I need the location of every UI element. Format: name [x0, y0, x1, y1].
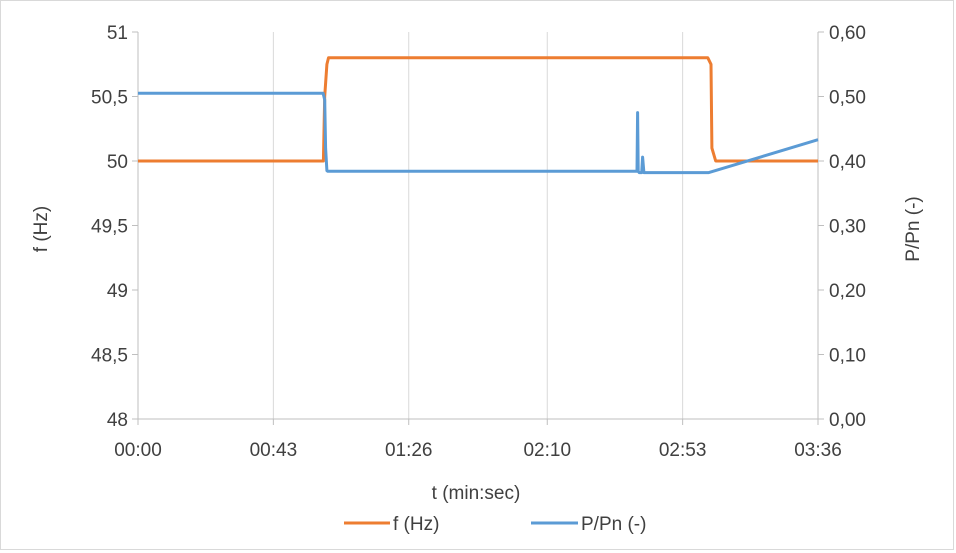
- gridlines: [272, 32, 819, 419]
- legend-label-power: P/Pn (-): [581, 514, 646, 535]
- y-tick-label-left: 48: [107, 410, 128, 431]
- x-tick-label: 03:36: [794, 440, 842, 461]
- legend: f (Hz) P/Pn (-): [344, 514, 646, 535]
- x-axis-title: t (min:sec): [432, 483, 521, 504]
- series-lines: [138, 56, 819, 175]
- y-tick-label-left: 50: [107, 152, 128, 173]
- x-tick-label: 01:26: [385, 440, 433, 461]
- x-tick-label: 02:10: [523, 440, 571, 461]
- y-tick-label-right: 0,00: [829, 410, 866, 431]
- y-tick-label-right: 0,10: [829, 346, 866, 367]
- tick-labels: 48 48,5 49 49,5 50 50,5 51 0,00 0,10 0,20 0,30 0,40…: [91, 23, 866, 461]
- y-tick-label-left: 48,5: [91, 346, 128, 367]
- x-tick-label: 00:43: [250, 440, 298, 461]
- y-tick-label-right: 0,40: [829, 152, 866, 173]
- y-tick-label-left: 49,5: [91, 217, 128, 238]
- series-line-frequency: [138, 56, 818, 163]
- y-tick-label-left: 49: [107, 281, 128, 302]
- y-tick-label-left: 51: [107, 23, 128, 44]
- y-axis-title-left: f (Hz): [31, 206, 52, 252]
- y-tick-label-right: 0,20: [829, 281, 866, 302]
- y-axis-title-right: P/Pn (-): [903, 196, 924, 261]
- y-tick-label-right: 0,50: [829, 88, 866, 109]
- y-tick-label-right: 0,60: [829, 23, 866, 44]
- axes: [132, 31, 824, 425]
- series-line-power: [138, 91, 819, 175]
- legend-label-frequency: f (Hz): [393, 514, 439, 535]
- y-tick-label-left: 50,5: [91, 88, 128, 109]
- x-tick-label: 02:53: [659, 440, 707, 461]
- y-tick-label-right: 0,30: [829, 217, 866, 238]
- x-tick-label: 00:00: [114, 440, 162, 461]
